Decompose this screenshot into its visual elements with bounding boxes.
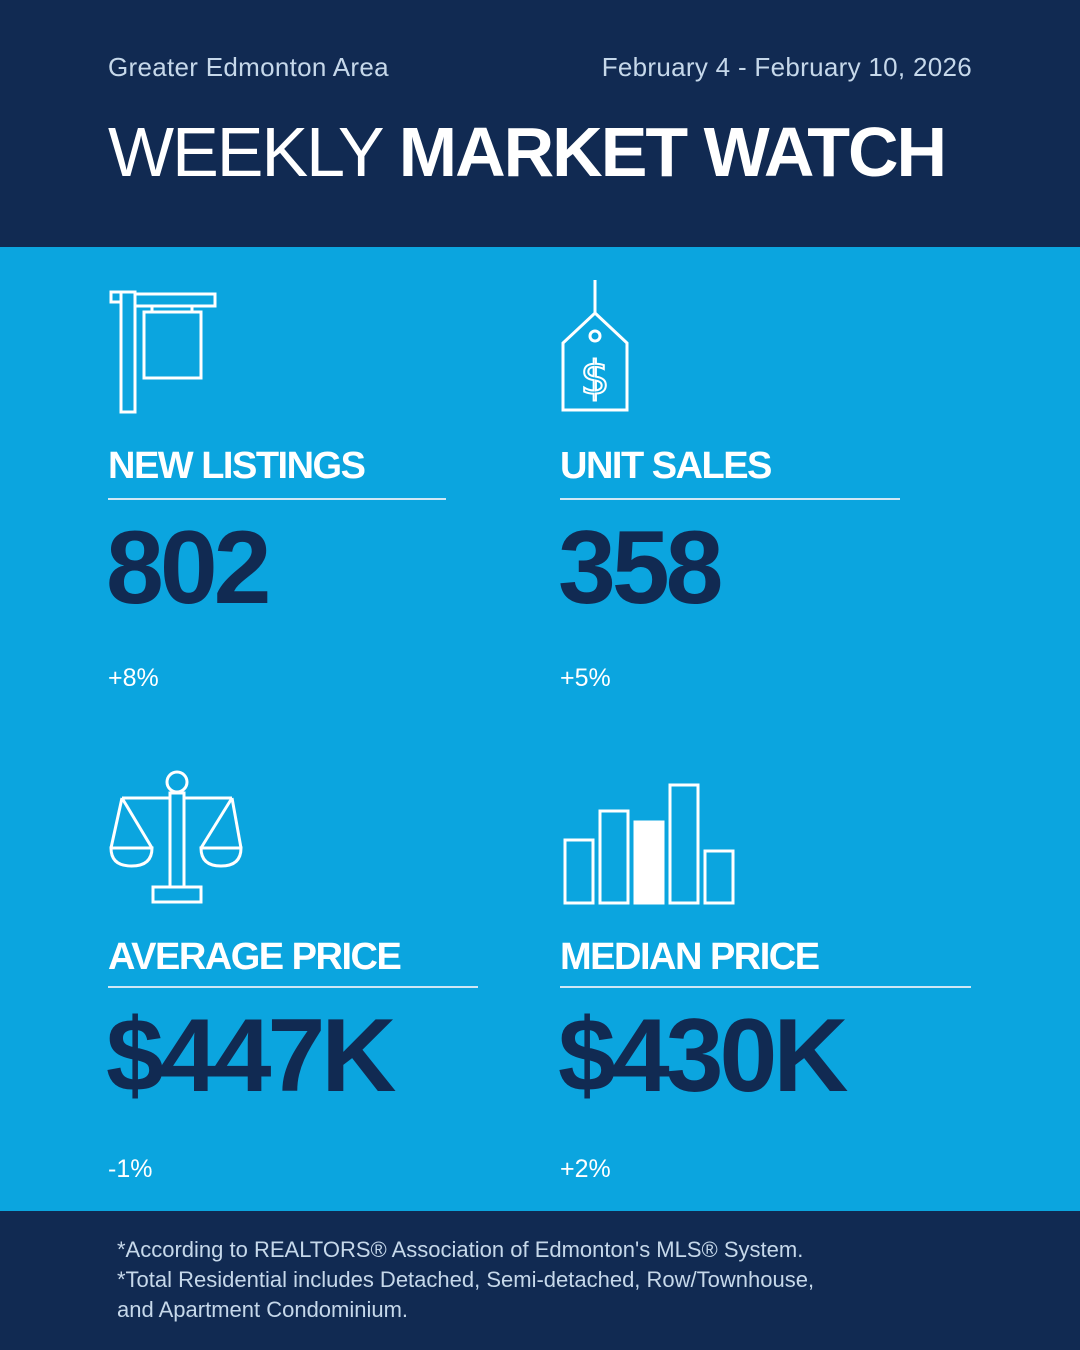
divider bbox=[560, 986, 971, 988]
stat-value-new-listings: 802 bbox=[106, 510, 272, 626]
stat-change-unit-sales: +5% bbox=[560, 664, 611, 692]
header-banner: Greater Edmonton Area February 4 - Febru… bbox=[0, 0, 1080, 247]
title-bold: MARKET WATCH bbox=[398, 113, 947, 191]
footnote-source: *According to REALTORS® Association of E… bbox=[117, 1237, 804, 1262]
divider bbox=[108, 986, 478, 988]
footer-banner: *According to REALTORS® Association of E… bbox=[0, 1211, 1080, 1350]
divider bbox=[108, 498, 446, 500]
stat-value-median-price: $430K bbox=[558, 998, 848, 1114]
title-light: WEEKLY bbox=[108, 113, 383, 191]
page-title: WEEKLY MARKET WATCH bbox=[108, 112, 947, 192]
date-range: February 4 - February 10, 2026 bbox=[601, 52, 972, 82]
stat-change-average-price: -1% bbox=[108, 1155, 153, 1183]
stat-value-unit-sales: 358 bbox=[558, 510, 724, 626]
region-name: Greater Edmonton Area bbox=[108, 52, 389, 82]
footnote-residential: *Total Residential includes Detached, Se… bbox=[117, 1267, 815, 1292]
stat-label-new-listings: NEW LISTINGS bbox=[108, 445, 366, 487]
stat-change-new-listings: +8% bbox=[108, 664, 159, 692]
stat-label-median-price: MEDIAN PRICE bbox=[560, 936, 820, 978]
svg-text:$: $ bbox=[580, 351, 609, 405]
bar-chart-icon bbox=[563, 783, 735, 905]
footnote-residential-cont: and Apartment Condominium. bbox=[117, 1297, 409, 1322]
stat-label-average-price: AVERAGE PRICE bbox=[108, 936, 402, 978]
stat-change-median-price: +2% bbox=[560, 1155, 611, 1183]
price-tag-icon: $ bbox=[561, 280, 629, 412]
for-sale-sign-icon bbox=[109, 290, 217, 414]
divider bbox=[560, 498, 900, 500]
balance-scale-icon bbox=[109, 770, 243, 904]
stat-label-unit-sales: UNIT SALES bbox=[560, 445, 772, 487]
stat-value-average-price: $447K bbox=[106, 998, 396, 1114]
